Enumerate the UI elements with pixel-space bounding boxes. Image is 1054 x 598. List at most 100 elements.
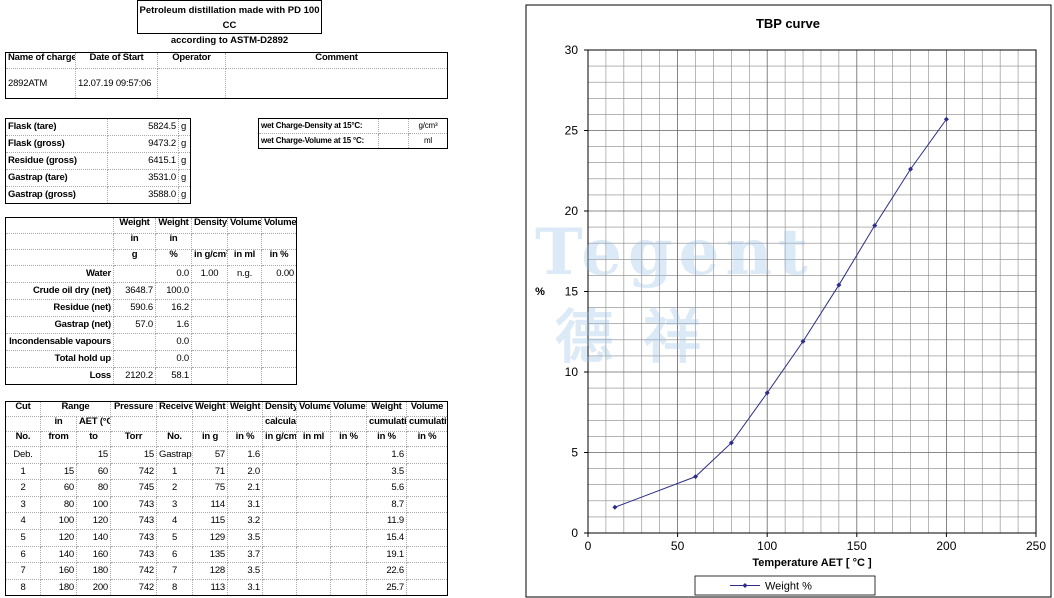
table-cell: 3.1 <box>227 495 264 514</box>
table-cell: 1.6 <box>227 446 264 464</box>
charge-info: Name of charge Date of Start Operator Comme… <box>5 52 448 99</box>
table-cell <box>227 282 262 300</box>
table-cell: 6 <box>5 545 41 564</box>
table-cell <box>227 233 262 250</box>
table-cell <box>330 512 368 530</box>
table-cell: Date of Start <box>75 52 158 69</box>
table-cell: Volume <box>227 217 262 234</box>
table-cell: 5824.5 <box>107 118 179 136</box>
table-cell: 120 <box>40 528 77 547</box>
table-cell: 743 <box>110 545 158 564</box>
table-cell <box>406 528 449 547</box>
table-cell <box>262 512 298 530</box>
table-cell <box>296 545 332 564</box>
table-cell: g <box>178 152 191 170</box>
table-cell: in <box>155 233 192 250</box>
table-cell: 2120.2 <box>113 367 156 385</box>
table-cell: 15 <box>40 462 77 481</box>
table-cell: Torr <box>110 431 158 447</box>
table-cell: in % <box>366 431 408 447</box>
table-cell: 3.7 <box>227 545 264 564</box>
table-cell: 2 <box>156 479 194 497</box>
table-cell: 80 <box>40 495 77 514</box>
table-row: Loss 2120.2 58.1 <box>5 367 297 385</box>
table-cell: 100 <box>75 495 112 514</box>
table-cell: 114 <box>192 495 229 514</box>
table-cell <box>191 282 228 300</box>
chart-title: TBP curve <box>756 16 820 31</box>
table-cell <box>261 367 297 385</box>
table-cell <box>330 462 368 481</box>
table-row: Incondensable vapours 0.0 <box>5 333 297 351</box>
table-cell <box>330 416 368 432</box>
table-cell: Volume <box>406 401 449 417</box>
table-cell: 0.0 <box>155 350 192 368</box>
table-row: Flask (gross) 9473.2 g <box>5 135 191 153</box>
table-row: No. from to Torr No. in g in % in g/cm³ in ml in … <box>5 431 449 447</box>
table-row: Crude oil dry (net) 3648.7 100.0 <box>5 282 297 300</box>
table-cell <box>262 545 298 564</box>
table-cell: 80 <box>75 479 112 497</box>
table-cell: Range <box>39 401 112 417</box>
table-cell: g/cm³ <box>408 118 448 134</box>
table-cell <box>113 333 156 351</box>
table-cell: to <box>75 431 112 447</box>
table-cell: 3.1 <box>227 578 264 597</box>
table-cell: Gastrap (net) <box>5 316 114 334</box>
table-cell: 22.6 <box>366 562 408 580</box>
y-tick-label: 5 <box>571 446 578 460</box>
table-cell <box>261 350 297 368</box>
x-tick-label: 150 <box>847 539 867 553</box>
table-cell <box>296 578 332 597</box>
table-row: Residue (net) 590.6 16.2 <box>5 299 297 317</box>
table-row: Water 0.0 1.00 n.g. 0.00 <box>5 265 297 283</box>
table-cell <box>296 462 332 481</box>
table-cell <box>225 68 448 99</box>
table-cell: 140 <box>75 528 112 547</box>
table-cell <box>406 578 449 597</box>
table-row: 2892ATM 12.07.19 09:57:06 <box>5 68 448 99</box>
table-cell: 3 <box>5 495 41 514</box>
table-cell: g <box>178 169 191 187</box>
data-point <box>872 222 878 228</box>
table-cell: AET (°C) <box>75 416 112 432</box>
table-cell: Loss <box>5 367 114 385</box>
table-cell: calculated <box>262 416 298 432</box>
table-cell <box>157 68 226 99</box>
table-cell: from <box>40 431 77 447</box>
table-row: 2 60 80 745 2 75 2.1 5.6 <box>5 479 449 497</box>
table-cell <box>191 367 228 385</box>
table-cell: Gastrap <box>156 446 194 464</box>
table-cell <box>330 562 368 580</box>
table-cell: 4 <box>156 512 194 530</box>
table-cell <box>406 446 449 464</box>
table-cell: 2892ATM <box>5 68 76 99</box>
table-row: 4 100 120 743 4 115 3.2 11.9 <box>5 512 449 530</box>
table-cell: 745 <box>110 479 158 497</box>
table-cell: 7 <box>5 562 41 580</box>
table-cell <box>156 416 194 432</box>
table-cell: 1.00 <box>191 265 228 283</box>
table-cell <box>262 479 298 497</box>
table-cell: 8 <box>5 578 41 597</box>
table-cell: 3648.7 <box>113 282 156 300</box>
table-cell: Flask (gross) <box>5 135 108 153</box>
table-cell: Total hold up <box>5 350 114 368</box>
table-cell: 57.0 <box>113 316 156 334</box>
x-tick-label: 250 <box>1026 539 1046 553</box>
title-line: Petroleum distillation made with PD 100 … <box>139 5 320 31</box>
table-cell <box>330 545 368 564</box>
table-row: in in <box>5 233 297 250</box>
table-cell: 75 <box>192 479 229 497</box>
table-cell <box>330 446 368 464</box>
legend-marker <box>742 583 748 588</box>
table-cell: in % <box>227 431 264 447</box>
table-cell: 25.7 <box>366 578 408 597</box>
data-point <box>836 282 842 288</box>
table-cell: 140 <box>40 545 77 564</box>
table-cell: g <box>178 186 191 204</box>
table-cell: Gastrap (gross) <box>5 186 108 204</box>
table-row: wet Charge-Volume at 15 °C: ml <box>258 133 448 149</box>
table-cell: 120 <box>75 512 112 530</box>
legend-label: Weight % <box>765 581 812 593</box>
